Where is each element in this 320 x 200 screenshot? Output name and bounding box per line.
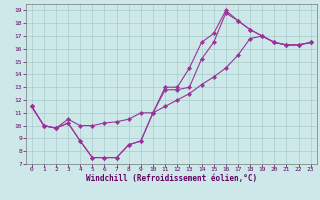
X-axis label: Windchill (Refroidissement éolien,°C): Windchill (Refroidissement éolien,°C) — [86, 174, 257, 183]
